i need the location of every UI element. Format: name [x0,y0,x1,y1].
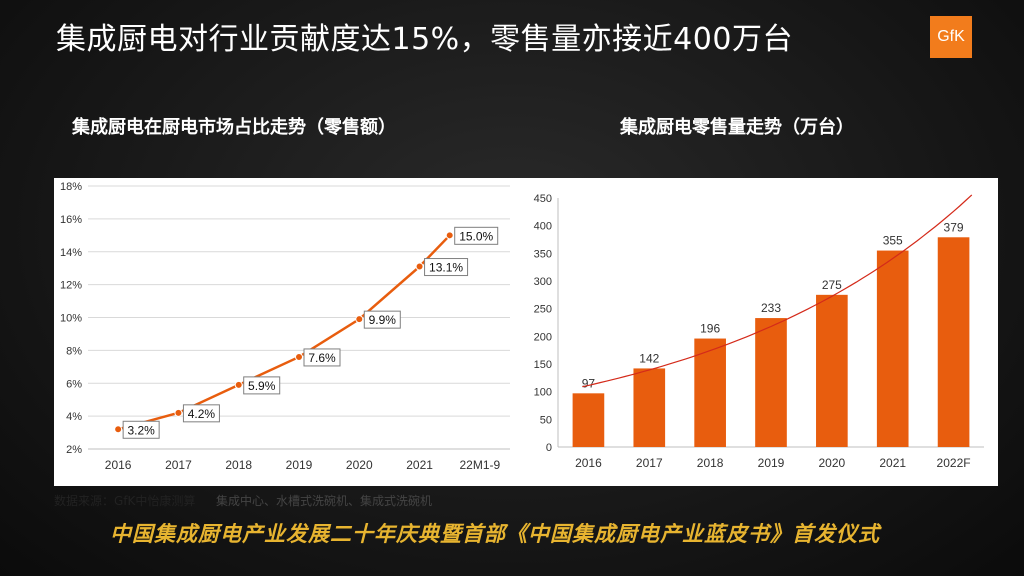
x-tick-label: 2019 [758,456,785,470]
y-tick-label: 0 [546,442,552,454]
x-tick-label: 2016 [105,458,132,472]
bar [755,318,787,447]
data-label-box [303,348,341,367]
data-label-box [122,420,160,439]
x-tick-label: 2021 [879,456,906,470]
data-source-footnote: 数据来源：GfK中怡康测算 [54,494,196,508]
line-series [117,234,451,431]
bar-chart: 0 50 100 150 200 250 300 350 400 450 97 142 196 233 27… [534,193,984,470]
data-point [445,231,454,240]
x-tick-label: 2020 [346,458,373,472]
data-label: 4.2% [188,407,216,421]
bar [694,338,726,447]
y-tick-label: 4% [66,411,82,423]
data-label: 9.9% [369,313,397,327]
data-label: 275 [822,278,842,292]
y-tick-label: 14% [60,247,82,259]
y-tick-label: 16% [60,214,82,226]
y-tick-label: 150 [534,359,552,371]
y-tick-label: 350 [534,248,552,260]
bar [572,393,605,447]
bar [633,368,666,447]
page-title: 集成厨电对行业贡献度达15%，零售量亦接近400万台 [56,22,793,57]
y-tick-label: 300 [534,276,552,288]
data-label: 5.9% [248,379,276,393]
ghost-caption: 集成中心、水槽式洗碗机、集成式洗碗机 [216,494,433,508]
x-tick-label: 2019 [286,458,313,472]
line-chart-panel: 2% 4% 6% 8% 10% 12% 14% 16% 18% 2016 2017 2018 2019 2… [54,178,524,486]
y-tick-label: 2% [66,444,82,456]
x-tick-label: 2017 [165,458,192,472]
bar-chart-panel: 0 50 100 150 200 250 300 350 400 450 97 142 196 233 27… [518,178,998,486]
data-label: 15.0% [459,229,493,243]
data-point [295,352,303,361]
data-label-box [363,310,401,329]
data-point [174,408,183,417]
data-label: 233 [761,301,781,315]
x-tick-label: 22M1-9 [460,458,501,472]
event-banner: 中国集成厨电产业发展二十年庆典暨首部《中国集成厨电产业蓝皮书》首发仪式 [110,522,880,546]
data-label-box [182,404,220,423]
x-tick-label: 2018 [697,456,724,470]
data-label: 97 [582,376,596,390]
data-point [234,380,243,389]
y-tick-label: 10% [60,313,82,325]
data-label: 13.1% [429,261,463,275]
x-tick-label: 2020 [819,456,846,470]
data-point [415,262,424,271]
y-tick-label: 100 [534,387,552,399]
y-tick-label: 50 [540,414,552,426]
data-label: 379 [944,220,964,234]
y-tick-label: 400 [534,221,552,233]
y-tick-label: 12% [60,280,82,292]
bar [816,294,848,447]
x-tick-label: 2022F [937,456,971,470]
data-label: 142 [639,351,659,365]
data-label: 355 [883,234,903,248]
data-label-box [243,376,281,395]
data-label-box [424,258,469,277]
x-tick-label: 2021 [406,458,433,472]
y-tick-label: 250 [534,304,552,316]
trend-line [582,194,973,388]
y-tick-label: 8% [66,345,82,357]
data-label: 196 [700,322,720,336]
data-label-box [454,226,499,245]
data-point [355,315,364,324]
y-tick-label: 200 [534,331,552,343]
bar [876,250,909,447]
data-label: 7.6% [308,351,336,365]
x-tick-label: 2017 [636,456,663,470]
line-chart: 2% 4% 6% 8% 10% 12% 14% 16% 18% 2016 2017 2018 2019 2… [60,181,510,472]
y-tick-label: 6% [66,378,82,390]
x-tick-label: 2016 [575,456,602,470]
bar [937,237,970,447]
data-label: 3.2% [127,423,155,437]
gfk-logo: GfK [930,16,972,58]
line-chart-title: 集成厨电在厨电市场占比走势（零售额） [72,117,396,138]
bar-chart-title: 集成厨电零售量走势（万台） [620,117,854,138]
y-tick-label: 18% [60,181,82,193]
x-tick-label: 2018 [225,458,252,472]
data-point [114,425,123,434]
y-tick-label: 450 [534,193,552,205]
